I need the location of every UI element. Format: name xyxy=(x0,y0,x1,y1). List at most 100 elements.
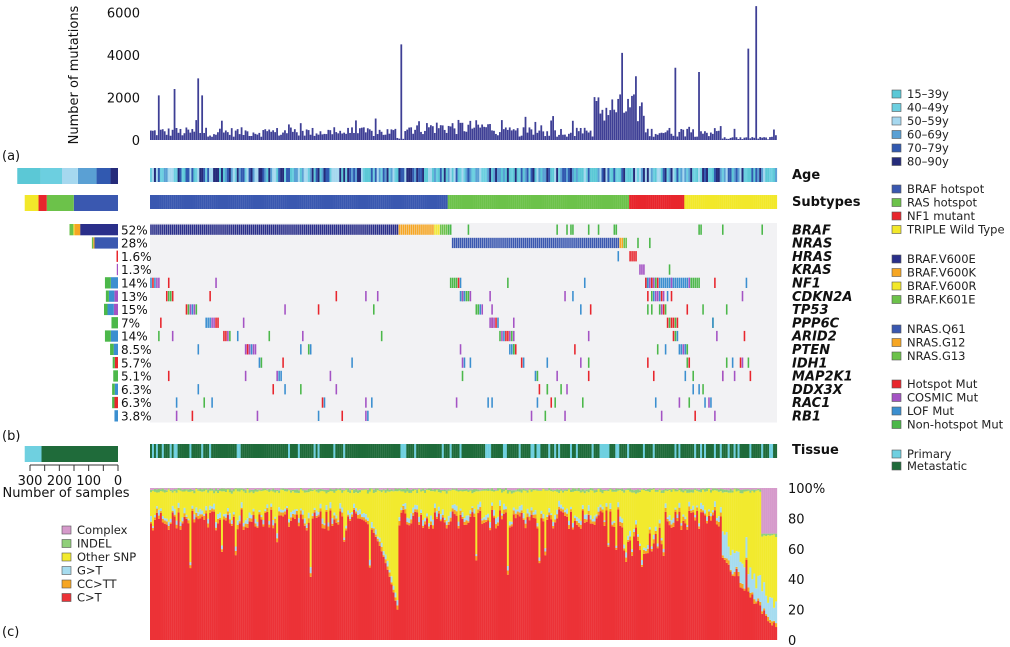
spectrum-bar-segment xyxy=(331,488,334,490)
spectrum-bar-segment xyxy=(493,488,496,490)
spectrum-bar-segment xyxy=(652,489,655,535)
spectrum-bar-segment xyxy=(282,510,285,513)
spectrum-bar-segment xyxy=(388,489,391,492)
spectrum-bar-segment xyxy=(250,489,253,492)
mutation-cell xyxy=(164,224,166,235)
tissue-cell xyxy=(512,444,515,458)
spectrum-bar-segment xyxy=(345,528,348,531)
spectrum-bar-segment xyxy=(694,517,697,521)
tissue-cell xyxy=(215,444,218,458)
mutation-count-bar xyxy=(713,128,716,140)
spectrum-bar-segment xyxy=(542,513,545,519)
age-cell xyxy=(457,168,460,182)
spectrum-bar-segment xyxy=(534,490,537,511)
spectrum-bar-segment xyxy=(520,512,523,640)
spectrum-bar-segment xyxy=(601,512,604,640)
age-cell xyxy=(394,168,397,182)
age-cell xyxy=(615,168,618,182)
spectrum-bar-segment xyxy=(461,516,464,519)
spectrum-bar-segment xyxy=(467,522,470,640)
mutation-count-bar xyxy=(151,130,154,140)
gene-label: CDKN2A xyxy=(792,290,852,305)
mutation-count-bar xyxy=(351,127,353,140)
age-cell xyxy=(392,168,395,182)
mutation-cell xyxy=(167,224,170,235)
subtype-cell xyxy=(264,195,267,209)
spectrum-bar-segment xyxy=(571,527,575,530)
spectrum-bar-segment xyxy=(696,488,699,490)
spectrum-bar-segment xyxy=(228,492,231,514)
gene-label: RB1 xyxy=(792,410,821,425)
subtype-cell xyxy=(449,195,452,209)
mutation-count-bar xyxy=(502,129,505,140)
spectrum-bar-segment xyxy=(293,518,297,640)
mutation-cell xyxy=(731,357,734,368)
spectrum-bar-segment xyxy=(293,509,297,515)
spectrum-bar-segment xyxy=(357,518,360,640)
spectrum-bar-segment xyxy=(601,489,604,494)
tissue-cell xyxy=(226,444,229,458)
spectrum-bar-segment xyxy=(552,490,555,492)
tissue-cell xyxy=(359,444,362,458)
spectrum-bar-segment xyxy=(297,526,300,640)
spectrum-bar-segment xyxy=(688,506,691,511)
spectrum-bar-segment xyxy=(637,534,640,537)
spectrum-bar-segment xyxy=(690,510,693,513)
mutation-cell xyxy=(647,357,649,368)
mutation-cell xyxy=(461,370,464,382)
spectrum-bar-segment xyxy=(573,491,577,516)
subtype-cell xyxy=(465,195,468,209)
spectrum-bar-segment xyxy=(459,514,462,640)
spectrum-bar-segment xyxy=(668,489,671,516)
spectrum-bar-segment xyxy=(394,597,397,601)
spectrum-bar-segment xyxy=(745,489,748,492)
spectrum-bar-segment xyxy=(704,491,707,510)
tissue-cell xyxy=(524,444,527,458)
spectrum-bar-segment xyxy=(733,489,736,554)
spectrum-bar-segment xyxy=(678,507,681,512)
spectrum-bar-segment xyxy=(666,488,669,490)
spectrum-bar-segment xyxy=(325,493,328,506)
age-cell xyxy=(642,168,645,182)
spectrum-bar-segment xyxy=(240,488,243,490)
tissue-cell xyxy=(360,444,364,458)
spectrum-bar-segment xyxy=(181,488,184,491)
age-cell xyxy=(351,168,354,182)
mutation-count-bar xyxy=(451,123,454,140)
mutation-cell xyxy=(211,397,213,408)
tissue-cell xyxy=(384,444,387,458)
legend-label: BRAF hotspot xyxy=(907,182,985,196)
spectrum-bar-segment xyxy=(345,488,348,490)
mutation-count-bar xyxy=(601,109,604,140)
spectrum-bar-segment xyxy=(333,489,336,493)
spectrum-bar-segment xyxy=(215,522,218,528)
subtype-cell xyxy=(733,195,736,209)
age-cell xyxy=(566,168,569,182)
spectrum-bar-segment xyxy=(629,491,632,531)
spectrum-bar-segment xyxy=(374,492,377,530)
tissue-cell xyxy=(406,444,409,458)
spectrum-bar-segment xyxy=(189,562,192,566)
mutation-count-bar xyxy=(341,133,344,140)
mutation-count-bar xyxy=(289,127,292,140)
gene-summary-segment xyxy=(114,410,118,422)
mutation-count-bar xyxy=(727,138,730,140)
spectrum-bar-segment xyxy=(155,506,159,509)
tissue-cell xyxy=(394,444,397,458)
age-summary-segment xyxy=(62,168,78,184)
spectrum-bar-segment xyxy=(550,488,553,490)
spectrum-bar-segment xyxy=(305,527,308,531)
mutation-count-bar xyxy=(761,137,763,140)
spectrum-bar-segment xyxy=(215,488,218,492)
spectrum-bar-segment xyxy=(266,511,269,640)
spectrum-bar-segment xyxy=(759,489,762,492)
spectrum-bar-segment xyxy=(185,489,188,491)
spectrum-bar-segment xyxy=(709,489,713,493)
tissue-cell xyxy=(203,444,206,458)
tissue-cell xyxy=(727,444,730,458)
mutation-count-bar xyxy=(583,127,586,140)
tissue-cell xyxy=(355,444,358,458)
mutation-cell xyxy=(516,237,519,249)
mutation-count-bar xyxy=(424,130,426,140)
